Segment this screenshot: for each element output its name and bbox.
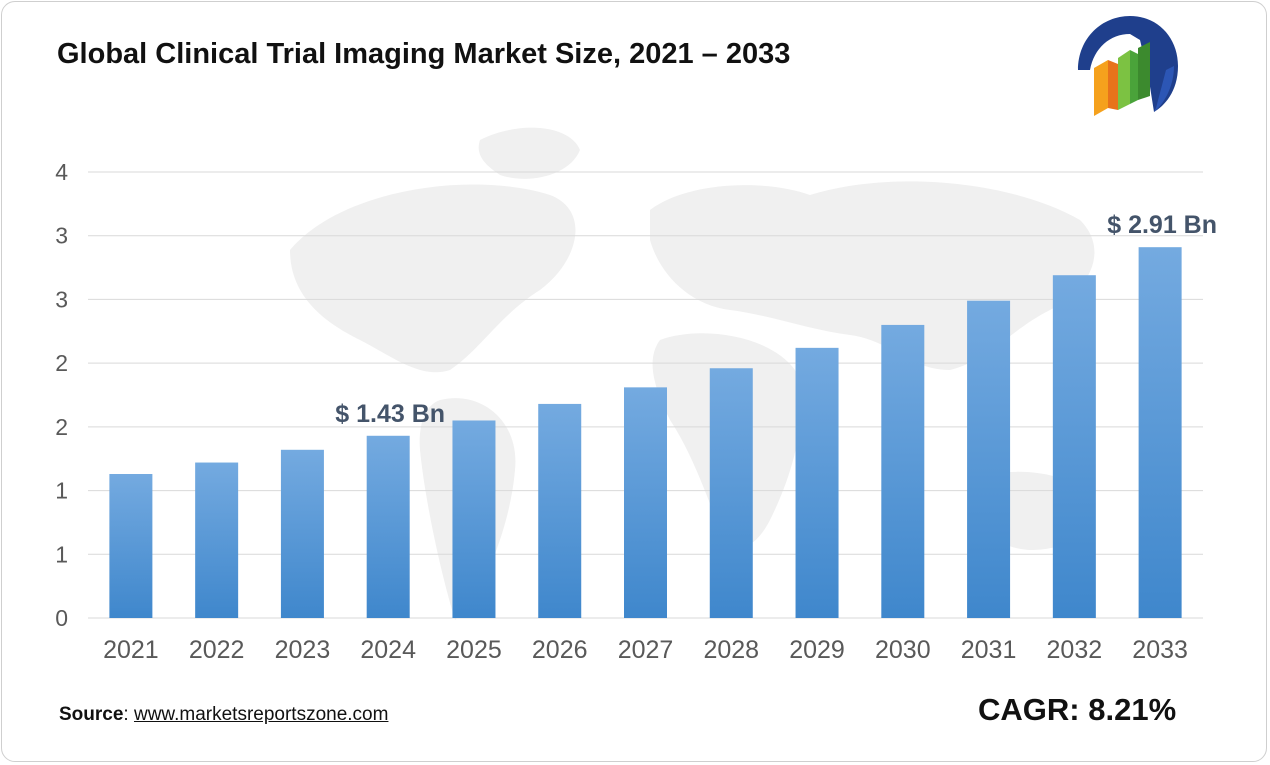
x-tick-label: 2023 [275, 636, 331, 664]
data-label-2024: $ 1.43 Bn [335, 400, 445, 428]
x-tick-label: 2033 [1132, 636, 1188, 664]
x-tick-label: 2024 [360, 636, 416, 664]
x-tick-label: 2022 [189, 636, 245, 664]
cagr-value: 8.21% [1088, 692, 1177, 727]
source-label: Source [59, 704, 124, 725]
bar-2030 [881, 324, 925, 618]
y-tick-label: 1 [55, 478, 68, 504]
x-tick-label: 2029 [789, 636, 845, 664]
chart-title: Global Clinical Trial Imaging Market Siz… [57, 38, 791, 70]
x-tick-label: 2032 [1047, 636, 1103, 664]
bar-2026 [538, 403, 582, 618]
source-note: Source: www.marketsreportszone.com [59, 704, 388, 726]
y-tick-label: 2 [55, 350, 68, 376]
source-separator: : [123, 704, 134, 725]
y-tick-label: 4 [55, 159, 68, 185]
bar-2022 [195, 462, 239, 618]
y-axis-labels: 0 1 1 2 2 3 3 4 [55, 159, 68, 631]
bar-chart-globe-logo-icon [1078, 16, 1178, 116]
bar-2021 [109, 474, 153, 618]
bar-2029 [795, 347, 839, 618]
cagr-label: CAGR: [978, 692, 1080, 727]
bar-2025 [452, 420, 496, 618]
y-tick-label: 2 [55, 414, 68, 440]
x-tick-label: 2025 [446, 636, 502, 664]
x-tick-label: 2028 [703, 636, 759, 664]
y-tick-label: 0 [55, 605, 68, 631]
source-link[interactable]: www.marketsreportszone.com [133, 704, 389, 725]
data-label-2033: $ 2.91 Bn [1107, 211, 1217, 239]
bar-2024 [366, 435, 410, 618]
bars [109, 247, 1182, 618]
bar-2028 [709, 368, 753, 618]
bar-2033 [1138, 247, 1182, 618]
y-tick-label: 3 [55, 286, 68, 312]
y-tick-label: 1 [55, 541, 68, 567]
x-tick-label: 2021 [103, 636, 159, 664]
x-tick-label: 2030 [875, 636, 931, 664]
x-axis-labels: 2021 2022 2023 2024 2025 2026 2027 2028 2029 2030… [103, 636, 1188, 664]
y-tick-label: 3 [55, 223, 68, 249]
data-annotations: $ 1.43 Bn $ 2.91 Bn [335, 211, 1217, 428]
x-tick-label: 2027 [618, 636, 674, 664]
cagr-badge: CAGR: 8.21% [978, 692, 1176, 728]
bar-2032 [1052, 275, 1096, 618]
x-tick-label: 2026 [532, 636, 588, 664]
bar-2027 [624, 387, 667, 618]
bar-2023 [280, 449, 324, 618]
x-tick-label: 2031 [961, 636, 1017, 664]
bar-2031 [967, 300, 1011, 618]
